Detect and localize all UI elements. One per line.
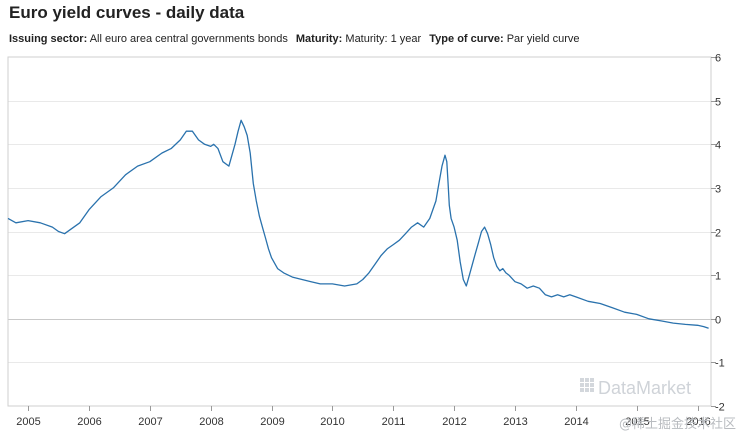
x-tick-label: 2007 — [138, 416, 162, 428]
x-tick-label: 2011 — [382, 416, 406, 428]
x-tick-label: 2005 — [16, 416, 40, 428]
x-tick-label: 2008 — [199, 416, 223, 428]
y-tick-label: 3 — [715, 184, 721, 196]
x-tick-label: 2009 — [260, 416, 284, 428]
y-tick-label: -2 — [715, 402, 725, 414]
maturity-key: Maturity: — [295, 33, 343, 45]
chart-subtitle: Issuing sector: All euro area central go… — [9, 33, 579, 45]
maturity-value: Maturity: 1 year — [345, 33, 422, 45]
x-tick-label: 2015 — [625, 416, 649, 428]
watermark-secondary-text: @稀土掘金技术社区 — [619, 416, 736, 432]
sector-value: All euro area central governments bonds — [89, 33, 288, 45]
datamarket-logo-icon — [580, 378, 594, 392]
y-tick-label: -1 — [715, 358, 725, 370]
series-line-0 — [7, 119, 709, 329]
y-tick-label: 5 — [715, 97, 721, 109]
x-tick-label: 2016 — [686, 416, 710, 428]
y-tick-label: 0 — [715, 315, 721, 327]
y-tick-label: 2 — [715, 228, 721, 240]
y-tick-label: 6 — [715, 53, 721, 65]
x-tick-label: 2010 — [320, 416, 344, 428]
grid-layer — [8, 101, 711, 363]
y-tick-label: 1 — [715, 271, 721, 283]
plot-frame — [7, 56, 712, 407]
y-tick-label: 4 — [715, 140, 721, 152]
x-tick-label: 2014 — [564, 416, 588, 428]
x-tick-label: 2012 — [442, 416, 466, 428]
watermark-text: DataMarket — [598, 378, 691, 398]
series-layer — [7, 119, 709, 329]
sector-key: Issuing sector: — [9, 33, 88, 45]
x-tick-label: 2013 — [503, 416, 527, 428]
watermark: DataMarket @稀土掘金技术社区 — [580, 378, 736, 432]
curve-type-key: Type of curve: — [429, 33, 504, 45]
chart-title: Euro yield curves - daily data — [9, 3, 245, 22]
x-axis: 2005 2006 2007 2008 2009 2010 2011 2012 2013 2014… — [16, 406, 711, 428]
x-tick-label: 2006 — [77, 416, 101, 428]
y-axis: -2 -1 0 1 2 3 4 5 6 — [711, 53, 725, 414]
curve-type-value: Par yield curve — [506, 33, 580, 45]
